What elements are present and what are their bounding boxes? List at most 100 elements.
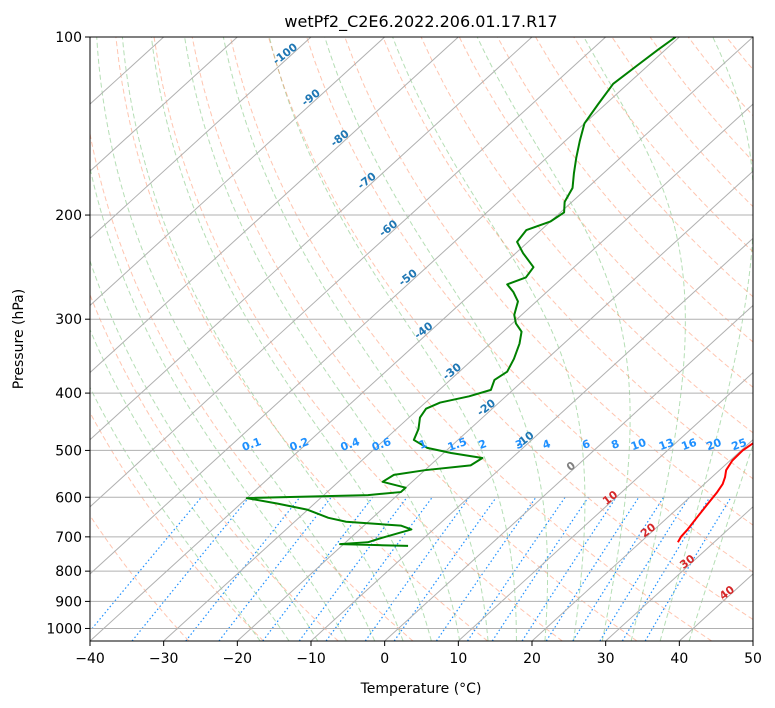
mixing-ratio-line: [467, 496, 566, 641]
moist-adiabat: [90, 259, 319, 641]
x-tick-label: 40: [670, 651, 688, 667]
mixing-ratio-label: 2: [477, 437, 489, 452]
mixing-ratio-line: [491, 496, 589, 641]
mixing-ratio-label: 30: [751, 436, 770, 454]
dry-adiabat: [306, 37, 753, 573]
x-tick-label: 10: [449, 651, 467, 667]
dry-adiabat: [90, 411, 264, 641]
mixing-ratio-label: 0.4: [339, 435, 362, 454]
y-axis-ticks: 100 200 300 400 500 600 700 800 900 1000: [46, 30, 90, 637]
x-tick-label: 50: [744, 651, 762, 667]
isotherm-line: [90, 37, 459, 374]
mixing-ratio-label: 4: [541, 437, 553, 452]
dry-adiabat: [268, 37, 753, 621]
isotherm-line: [384, 304, 753, 641]
moist-adiabat: [90, 386, 261, 641]
mixing-ratio-label: 10: [629, 436, 648, 454]
isotherm-line: [457, 371, 753, 641]
moist-adiabat: [90, 328, 290, 641]
isotherm-line: [90, 37, 753, 641]
mixing-ratio-label: 1: [417, 437, 429, 452]
x-tick-label: 20: [523, 651, 541, 667]
moist-adiabat: [476, 37, 631, 641]
mixing-ratio-line: [185, 496, 301, 641]
isotherm-line: [90, 37, 533, 441]
isotherm-line: [90, 37, 607, 508]
mixing-ratio-line: [298, 496, 408, 641]
x-tick-label: 0: [380, 651, 389, 667]
dry-adiabat: [153, 37, 563, 641]
moist-adiabat: [392, 37, 586, 641]
mixing-ratio-label: 20: [704, 436, 723, 454]
x-axis-label: Temperature (°C): [360, 681, 482, 697]
mixing-ratio-label: 0.6: [370, 435, 393, 454]
y-tick-label: 800: [55, 564, 82, 580]
mixing-ratio-label: 13: [657, 436, 676, 453]
mixing-ratio-line: [644, 496, 732, 641]
mixing-ratio-line: [545, 496, 640, 641]
dry-adiabat: [497, 37, 753, 343]
y-tick-label: 1000: [46, 621, 82, 637]
mixing-ratio-label: 8: [610, 437, 622, 452]
mixing-ratio-line: [364, 496, 470, 641]
moist-adiabat: [90, 165, 347, 641]
mixing-ratio-line: [621, 496, 711, 641]
mixing-ratio-label: 1.5: [446, 435, 469, 454]
y-tick-label: 500: [55, 443, 82, 459]
mixing-ratio-line: [325, 496, 433, 641]
dry-adiabat: [535, 37, 753, 298]
isotherm-line: [90, 37, 680, 575]
isotherm-line: [236, 170, 753, 641]
y-tick-label: 400: [55, 386, 82, 402]
y-axis-label: Pressure (hPa): [11, 289, 27, 389]
mixing-ratio-label: 3: [514, 437, 526, 452]
mixing-ratio-label: 6: [580, 437, 592, 452]
moist-adiabat: [268, 37, 517, 641]
dry-adiabat: [115, 37, 488, 641]
chart-title: wetPf2_C2E6.2022.206.01.17.R17: [284, 12, 557, 32]
mixing-ratio-lines: [90, 496, 732, 641]
mixing-ratio-label: 16: [680, 436, 699, 454]
mixing-ratio-line: [572, 496, 665, 641]
dry-adiabat: [191, 37, 638, 641]
plot-area: -100-90-80-70-60-50-40-30-20-10010203040…: [90, 37, 770, 641]
pressure-gridlines: [90, 37, 753, 629]
moist-adiabat: [659, 37, 753, 641]
plot-frame: [89, 36, 754, 642]
isotherm-line: [90, 37, 312, 240]
x-tick-label: −30: [149, 651, 179, 667]
isotherm-line: [310, 237, 753, 641]
isotherm-line: [90, 37, 386, 307]
moist-adiabat: [121, 37, 404, 641]
mixing-ratio-line: [218, 496, 332, 641]
mixing-ratio-line: [599, 496, 690, 641]
y-tick-label: 700: [55, 530, 82, 546]
x-tick-label: 30: [597, 651, 615, 667]
dewpoint-profile: [245, 37, 677, 547]
moist-adiabat: [222, 37, 489, 641]
mixing-ratio-line: [131, 496, 250, 641]
x-axis-ticks: −40 −30 −20 −10 0 10 20 30 40 50: [75, 641, 762, 667]
y-tick-label: 900: [55, 594, 82, 610]
mixing-ratio-label: 0.2: [288, 435, 311, 454]
isotherm-line: [163, 103, 753, 641]
isotherm-line: [531, 438, 753, 641]
sounding-series: [245, 37, 753, 547]
isotherms: [90, 37, 753, 641]
mixing-ratio-label: 25: [730, 436, 749, 453]
moist-adiabat: [184, 37, 461, 641]
temperature-profile: [677, 442, 753, 543]
mixing-ratio-line: [90, 496, 202, 633]
x-tick-label: −20: [223, 651, 253, 667]
x-tick-label: −40: [75, 651, 105, 667]
isotherm-line: [605, 506, 753, 641]
x-tick-label: −10: [296, 651, 326, 667]
moist-adiabat: [583, 37, 686, 641]
y-tick-label: 200: [55, 208, 82, 224]
mixing-ratio-label: 0.1: [240, 435, 263, 454]
dry-adiabat: [420, 37, 753, 434]
isotherm-line: [90, 37, 238, 172]
y-tick-label: 100: [55, 30, 82, 46]
moist-adiabat: [150, 37, 432, 641]
